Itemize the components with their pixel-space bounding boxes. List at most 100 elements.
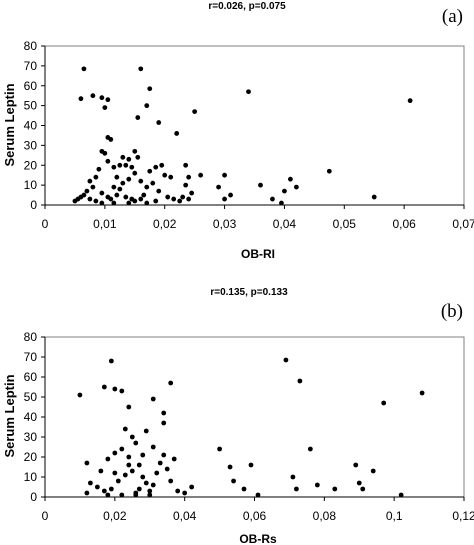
panel-a-data-point <box>132 170 138 176</box>
panel-b-data-point <box>175 488 181 494</box>
panel-a-data-point <box>108 137 114 142</box>
panel-a-x-tick-label: 0,01 <box>93 217 117 231</box>
panel-b-data-point <box>105 456 111 462</box>
chart-panel-b: r=0.135, p=0.133 (b) Serum Leptin OB-Rs … <box>2 287 474 545</box>
panel-b-data-point <box>129 434 135 440</box>
panel-a-data-point <box>105 158 111 164</box>
panel-a-data-point <box>144 103 150 109</box>
panel-a-data-point <box>135 154 141 160</box>
panel-b-data-point <box>154 470 160 476</box>
panel-b-data-point <box>231 478 236 484</box>
panel-b-data-point <box>360 486 366 492</box>
panel-b-data-point <box>101 384 107 390</box>
panel-b-data-point <box>108 358 114 364</box>
panel-b-y-tick-label: 30 <box>24 430 38 444</box>
panel-a-data-point <box>153 164 159 170</box>
panel-a-data-point <box>294 184 299 190</box>
panel-a-data-point <box>93 174 99 180</box>
panel-a-x-tick-label: 0 <box>42 217 49 231</box>
panel-b-x-axis-label: OB-Rs <box>239 532 277 545</box>
panel-a-data-point <box>141 192 147 198</box>
panel-b-data-point <box>133 492 139 498</box>
panel-a-data-point <box>99 200 105 206</box>
panel-b-data-point <box>143 480 149 486</box>
panel-b-data-point <box>136 486 142 492</box>
panel-b-data-point <box>314 482 320 488</box>
panel-b-data-point <box>227 464 233 470</box>
panel-a-data-point <box>186 174 192 180</box>
panel-b-x-tick-label: 0 <box>42 509 49 523</box>
panel-a-data-point <box>132 148 138 154</box>
panel-a-data-point <box>102 150 108 156</box>
panel-a-data-point <box>111 200 117 206</box>
panel-a-y-tick-label: 60 <box>24 79 38 93</box>
panel-a-data-point <box>78 96 84 102</box>
panel-b-data-point <box>126 454 132 460</box>
panel-a-data-point <box>81 66 87 72</box>
panel-b-data-point <box>84 460 90 466</box>
panel-b-data-point <box>84 490 90 496</box>
panel-b-y-tick-label: 50 <box>24 390 38 404</box>
panel-a-data-point <box>147 86 153 92</box>
panel-b-axes: 0 10 20 30 40 50 60 70 80 0 0,02 0,04 0,06 0,08 0,1 0,1… <box>24 330 474 523</box>
panel-a-data-point <box>186 196 192 202</box>
panel-b-x-tick-label: 0,1 <box>386 509 403 523</box>
panel-b-data-point <box>133 440 139 446</box>
panel-b-data-point <box>112 386 118 392</box>
panel-b-data-point <box>115 478 121 484</box>
panel-b-y-tick-label: 70 <box>24 350 38 364</box>
panel-a-data-point <box>222 196 227 202</box>
panel-a-data-point <box>84 188 90 194</box>
panel-b-data-point <box>164 466 170 472</box>
panel-b-data-point <box>307 446 313 452</box>
panel-a-data-point <box>407 98 413 104</box>
panel-b-data-point <box>122 472 128 478</box>
panel-a-data-point <box>216 184 221 190</box>
panel-a-label: (a) <box>442 6 463 27</box>
panel-b-data-point <box>255 492 261 498</box>
panel-b-data-point <box>105 492 111 498</box>
panel-a-points <box>72 66 413 206</box>
panel-a-data-point <box>102 105 108 111</box>
panel-b-x-tick-label: 0,06 <box>243 509 267 523</box>
panel-a-data-point <box>174 131 180 136</box>
panel-b-y-tick-label: 0 <box>30 490 37 504</box>
panel-b-data-point <box>87 480 93 486</box>
panel-b-x-tick-label: 0,04 <box>173 509 197 523</box>
panel-b-data-point <box>136 462 142 468</box>
panel-a-data-point <box>126 200 132 206</box>
panel-b-data-point <box>140 452 146 458</box>
panel-a-data-point <box>129 164 135 170</box>
panel-b-data-point <box>140 474 146 480</box>
panel-a-y-tick-label: 50 <box>24 99 38 113</box>
chart-panel-a: r=0.026, p=0.075 (a) Serum Leptin OB-RI … <box>2 1 474 261</box>
panel-b-y-tick-label: 10 <box>24 470 38 484</box>
panel-b-data-point <box>112 450 118 456</box>
panel-a-data-point <box>126 176 132 182</box>
panel-b-data-point <box>119 446 125 452</box>
panel-a-data-point <box>99 190 105 196</box>
panel-b-data-point <box>161 452 167 458</box>
panel-a-y-tick-label: 10 <box>24 178 38 192</box>
panel-b-y-tick-label: 20 <box>24 450 38 464</box>
panel-a-data-point <box>246 89 251 95</box>
panel-a-data-point <box>90 184 96 190</box>
panel-b-data-point <box>157 460 163 466</box>
panel-b-data-point <box>217 446 222 452</box>
panel-a-data-point <box>270 196 275 202</box>
panel-a-data-point <box>279 200 284 206</box>
panel-a-y-axis-label: Serum Leptin <box>2 83 17 166</box>
panel-a-y-tick-label: 70 <box>24 59 38 73</box>
panel-b-data-point <box>168 478 174 484</box>
panel-a-data-point <box>138 178 144 184</box>
panel-a-x-tick-label: 0,07 <box>452 217 474 231</box>
panel-a-data-point <box>183 182 189 188</box>
panel-b-title: r=0.135, p=0.133 <box>210 287 288 298</box>
panel-b-points <box>77 357 425 498</box>
panel-b-data-point <box>370 468 376 474</box>
panel-a-data-point <box>156 188 162 194</box>
panel-b-data-point <box>122 426 128 432</box>
panel-a-data-point <box>87 196 93 202</box>
panel-a-data-point <box>114 192 120 198</box>
panel-b-data-point <box>119 492 125 498</box>
